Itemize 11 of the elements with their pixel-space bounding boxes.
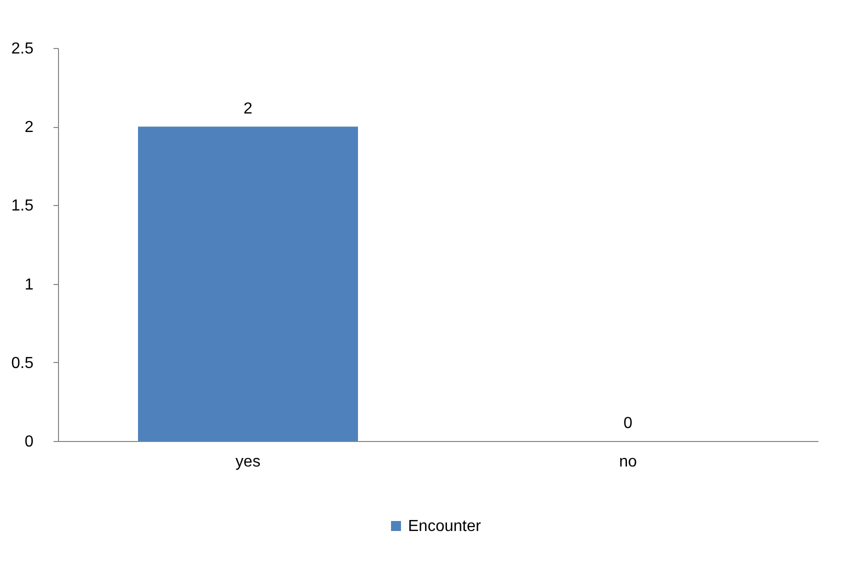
data-label: 2 [244, 100, 253, 118]
y-tick-label: 2 [24, 119, 34, 136]
x-tick-label: yes [236, 454, 260, 470]
y-tick-label: 2.5 [11, 40, 34, 58]
data-label: 0 [624, 415, 633, 432]
x-tick-label: no [619, 454, 637, 470]
y-tick-label: 1.5 [11, 198, 34, 215]
y-tick-label: 0 [24, 434, 34, 450]
y-tick-label: 1 [24, 276, 34, 294]
legend-label: Encounter [408, 518, 482, 535]
y-tick-label: 0.5 [11, 354, 34, 372]
